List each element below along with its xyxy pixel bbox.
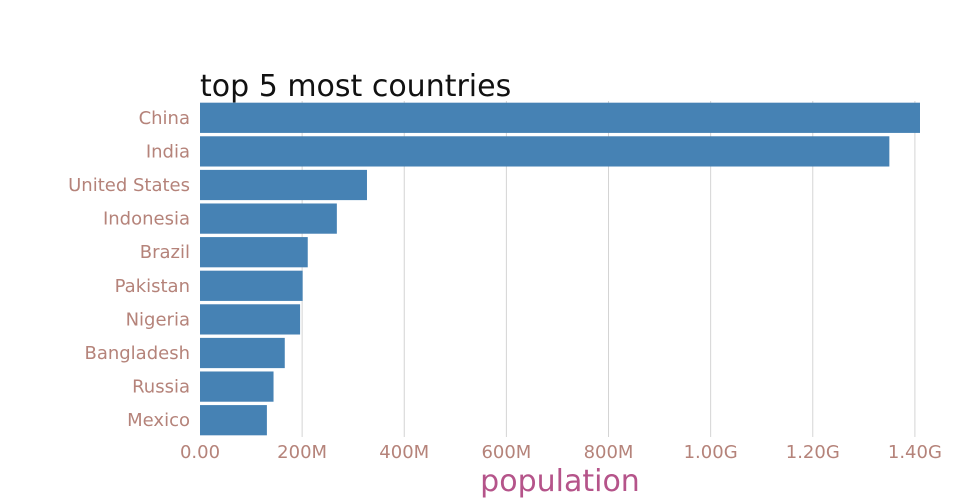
category-label: Bangladesh	[84, 343, 190, 364]
bar-brazil[interactable]	[200, 237, 308, 268]
category-label: India	[146, 141, 190, 162]
x-tick-label: 400M	[379, 442, 429, 463]
x-tick-label: 600M	[481, 442, 531, 463]
bars	[200, 102, 920, 436]
category-label: Pakistan	[115, 276, 190, 297]
bar-india[interactable]	[200, 136, 890, 167]
category-label: Brazil	[140, 242, 190, 263]
bar-bangladesh[interactable]	[200, 337, 285, 369]
x-axis-title: population	[480, 464, 640, 499]
chart-title: top 5 most countries	[200, 69, 511, 104]
x-tick-label: 200M	[277, 442, 327, 463]
bar-united-states[interactable]	[200, 169, 367, 201]
bar-russia[interactable]	[200, 371, 274, 402]
category-label: China	[139, 108, 190, 129]
bar-china[interactable]	[200, 102, 920, 133]
category-labels: China India United States Indonesia Brazil Pa…	[68, 108, 190, 431]
category-label: United States	[68, 175, 190, 196]
x-tick-label: 800M	[584, 442, 634, 463]
bar-pakistan[interactable]	[200, 270, 303, 301]
category-label: Indonesia	[103, 209, 190, 230]
x-tick-label: 0.00	[180, 442, 220, 463]
x-tick-label: 1.40G	[888, 442, 942, 463]
bar-indonesia[interactable]	[200, 203, 337, 234]
category-label: Russia	[132, 377, 190, 398]
bar-nigeria[interactable]	[200, 304, 301, 335]
category-label: Nigeria	[126, 309, 190, 330]
bar-mexico[interactable]	[200, 405, 267, 436]
x-tick-label: 1.00G	[684, 442, 738, 463]
category-label: Mexico	[127, 410, 190, 431]
x-tick-label: 1.20G	[786, 442, 840, 463]
x-tick-labels: 0.00 200M 400M 600M 800M 1.00G 1.20G 1.40G	[180, 442, 942, 463]
